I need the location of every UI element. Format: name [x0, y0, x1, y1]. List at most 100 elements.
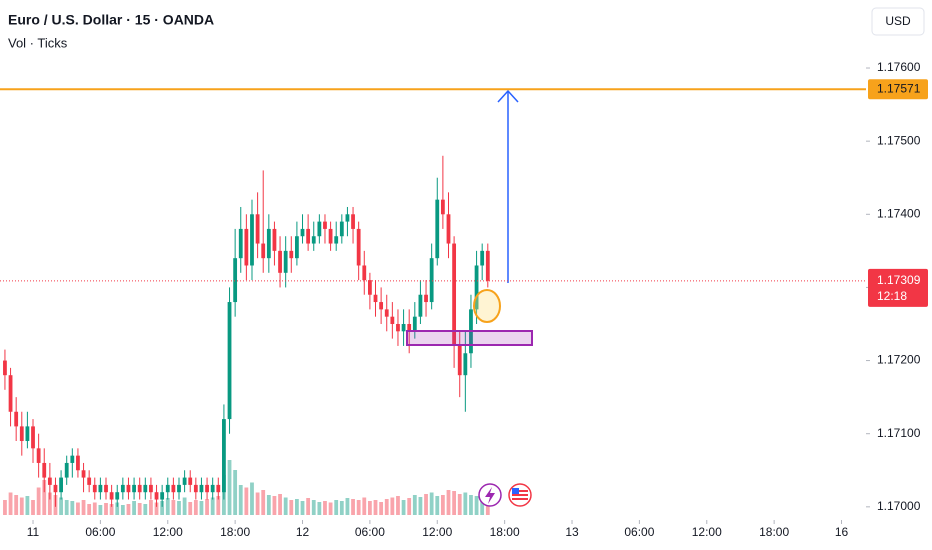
volume-bar	[3, 500, 7, 515]
volume-bar	[345, 498, 350, 515]
candle-body	[272, 228, 277, 251]
candle-body	[120, 484, 125, 493]
volume-bar	[446, 490, 451, 515]
y-tick-label: 1.17100	[877, 426, 921, 440]
y-tick-label: 1.17600	[877, 60, 921, 74]
candle-body	[351, 214, 355, 229]
last-price-label: 1.17309	[877, 273, 921, 287]
volume-bar	[306, 498, 311, 515]
x-tick-label: 06:00	[624, 525, 654, 539]
candle-body	[188, 477, 193, 485]
candle-body	[384, 309, 389, 317]
volume-bar	[210, 497, 215, 515]
candle-body	[300, 228, 305, 237]
volume-bar	[261, 490, 266, 515]
volume-bar	[25, 496, 30, 515]
candle-body	[64, 462, 69, 478]
candle-body	[154, 492, 159, 500]
candle-body	[36, 448, 41, 463]
support-zone	[406, 330, 533, 346]
volume-bar	[396, 496, 400, 515]
volume-bar	[70, 501, 75, 515]
candle-body	[42, 462, 47, 478]
volume-bar	[42, 480, 47, 515]
x-tick-label: 13	[565, 525, 579, 539]
x-tick-label: 11	[27, 525, 40, 539]
currency-label[interactable]: USD	[885, 14, 911, 28]
candle-body	[104, 484, 108, 493]
candle-body	[165, 484, 170, 493]
level-label-box	[868, 79, 928, 100]
x-tick-label: 18:00	[220, 525, 250, 539]
volume-bar	[334, 500, 339, 515]
volume-bar	[295, 499, 299, 515]
x-tick-label: 18:00	[759, 525, 789, 539]
candle-body	[463, 353, 468, 376]
volume-bar	[92, 502, 97, 515]
volume-bar	[311, 500, 316, 515]
volume-bar	[283, 497, 288, 515]
y-tick-label: 1.17400	[877, 206, 921, 220]
volume-bar	[36, 487, 41, 515]
candle-body	[31, 426, 35, 449]
candle-body	[255, 214, 260, 244]
volume-bar	[149, 500, 153, 515]
x-tick-label: 16	[835, 525, 849, 539]
candle-body	[109, 492, 114, 500]
candle-body	[435, 199, 440, 259]
volume-bar	[98, 505, 103, 515]
candle-body	[306, 228, 311, 244]
candle-body	[457, 345, 462, 376]
volume-bar	[205, 499, 209, 515]
candle-body	[412, 316, 417, 332]
candle-body	[3, 360, 7, 376]
highlight-circle	[473, 289, 501, 323]
y-tick-label: 1.17500	[877, 133, 921, 147]
candle-body	[53, 484, 58, 493]
volume-bar	[485, 505, 490, 515]
volume-bar	[351, 499, 355, 515]
volume-bar	[407, 498, 412, 515]
volume-bar	[266, 495, 271, 515]
volume-bar	[233, 470, 238, 515]
candle-body	[323, 221, 327, 229]
candle-body	[474, 265, 479, 310]
candle-body	[143, 484, 148, 493]
volume-bar	[47, 492, 52, 515]
volume-bar	[160, 501, 165, 515]
candle-body	[238, 228, 243, 259]
candle-body	[367, 280, 372, 295]
volume-bar	[300, 501, 305, 515]
volume-bar	[244, 487, 249, 515]
volume-bar	[255, 492, 260, 515]
candle-body	[334, 236, 339, 244]
event-icon[interactable]	[478, 483, 502, 507]
candle-body	[137, 484, 142, 493]
volume-bar	[120, 505, 125, 515]
country-flag-icon[interactable]	[508, 483, 532, 507]
volume-bar	[250, 482, 254, 515]
volume-bar	[452, 491, 457, 515]
volume-bar	[317, 502, 322, 515]
volume-bar	[227, 460, 232, 515]
volume-bar	[390, 497, 395, 515]
arrow-head	[497, 89, 519, 103]
volume-bar	[278, 494, 282, 515]
candle-body	[25, 426, 30, 442]
candle-body	[47, 477, 52, 485]
candle-body	[283, 250, 288, 273]
volume-bar	[59, 497, 63, 515]
candle-body	[126, 484, 131, 493]
level-label: 1.17571	[877, 81, 921, 95]
volume-bar	[171, 500, 176, 515]
candle-body	[171, 484, 176, 493]
candle-body	[328, 228, 333, 244]
volume-bar	[199, 501, 204, 515]
candle-body	[261, 243, 266, 259]
x-tick-label: 06:00	[85, 525, 115, 539]
currency-button[interactable]	[871, 7, 925, 36]
volume-bar	[182, 497, 187, 515]
candle-body	[480, 250, 485, 266]
volume-bar	[474, 496, 479, 515]
